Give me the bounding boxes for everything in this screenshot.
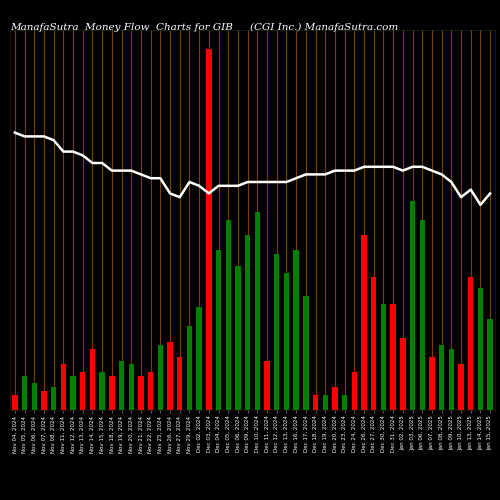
Bar [430, 357, 434, 410]
Bar [168, 342, 172, 410]
Bar [206, 49, 212, 410]
Bar [60, 364, 66, 410]
Bar [245, 235, 250, 410]
Bar [362, 235, 366, 410]
Bar [158, 346, 163, 410]
Bar [284, 273, 289, 410]
Bar [42, 391, 46, 410]
Bar [371, 277, 376, 410]
Bar [119, 360, 124, 410]
Bar [303, 296, 308, 410]
Bar [313, 395, 318, 410]
Bar [294, 250, 299, 410]
Bar [458, 364, 464, 410]
Bar [254, 212, 260, 410]
Bar [478, 288, 483, 410]
Bar [264, 360, 270, 410]
Bar [448, 349, 454, 410]
Bar [410, 201, 415, 410]
Bar [70, 376, 76, 410]
Bar [177, 357, 182, 410]
Bar [148, 372, 154, 410]
Bar [216, 250, 221, 410]
Bar [420, 220, 425, 410]
Bar [236, 266, 240, 410]
Bar [352, 372, 357, 410]
Bar [138, 376, 143, 410]
Bar [488, 319, 493, 410]
Bar [109, 376, 114, 410]
Text: (CGI Inc.) ManafaSutra.com: (CGI Inc.) ManafaSutra.com [250, 22, 398, 32]
Bar [468, 277, 473, 410]
Bar [12, 395, 18, 410]
Bar [381, 304, 386, 410]
Bar [332, 387, 338, 410]
Bar [274, 254, 280, 410]
Bar [187, 326, 192, 410]
Bar [196, 308, 202, 410]
Bar [100, 372, 105, 410]
Bar [439, 346, 444, 410]
Bar [90, 349, 95, 410]
Bar [32, 384, 37, 410]
Bar [342, 395, 347, 410]
Text: ManafaSutra  Money Flow  Charts for GIB: ManafaSutra Money Flow Charts for GIB [10, 22, 233, 32]
Bar [390, 304, 396, 410]
Bar [80, 372, 86, 410]
Bar [22, 376, 27, 410]
Bar [226, 220, 231, 410]
Bar [51, 387, 57, 410]
Bar [322, 395, 328, 410]
Bar [400, 338, 406, 410]
Bar [128, 364, 134, 410]
